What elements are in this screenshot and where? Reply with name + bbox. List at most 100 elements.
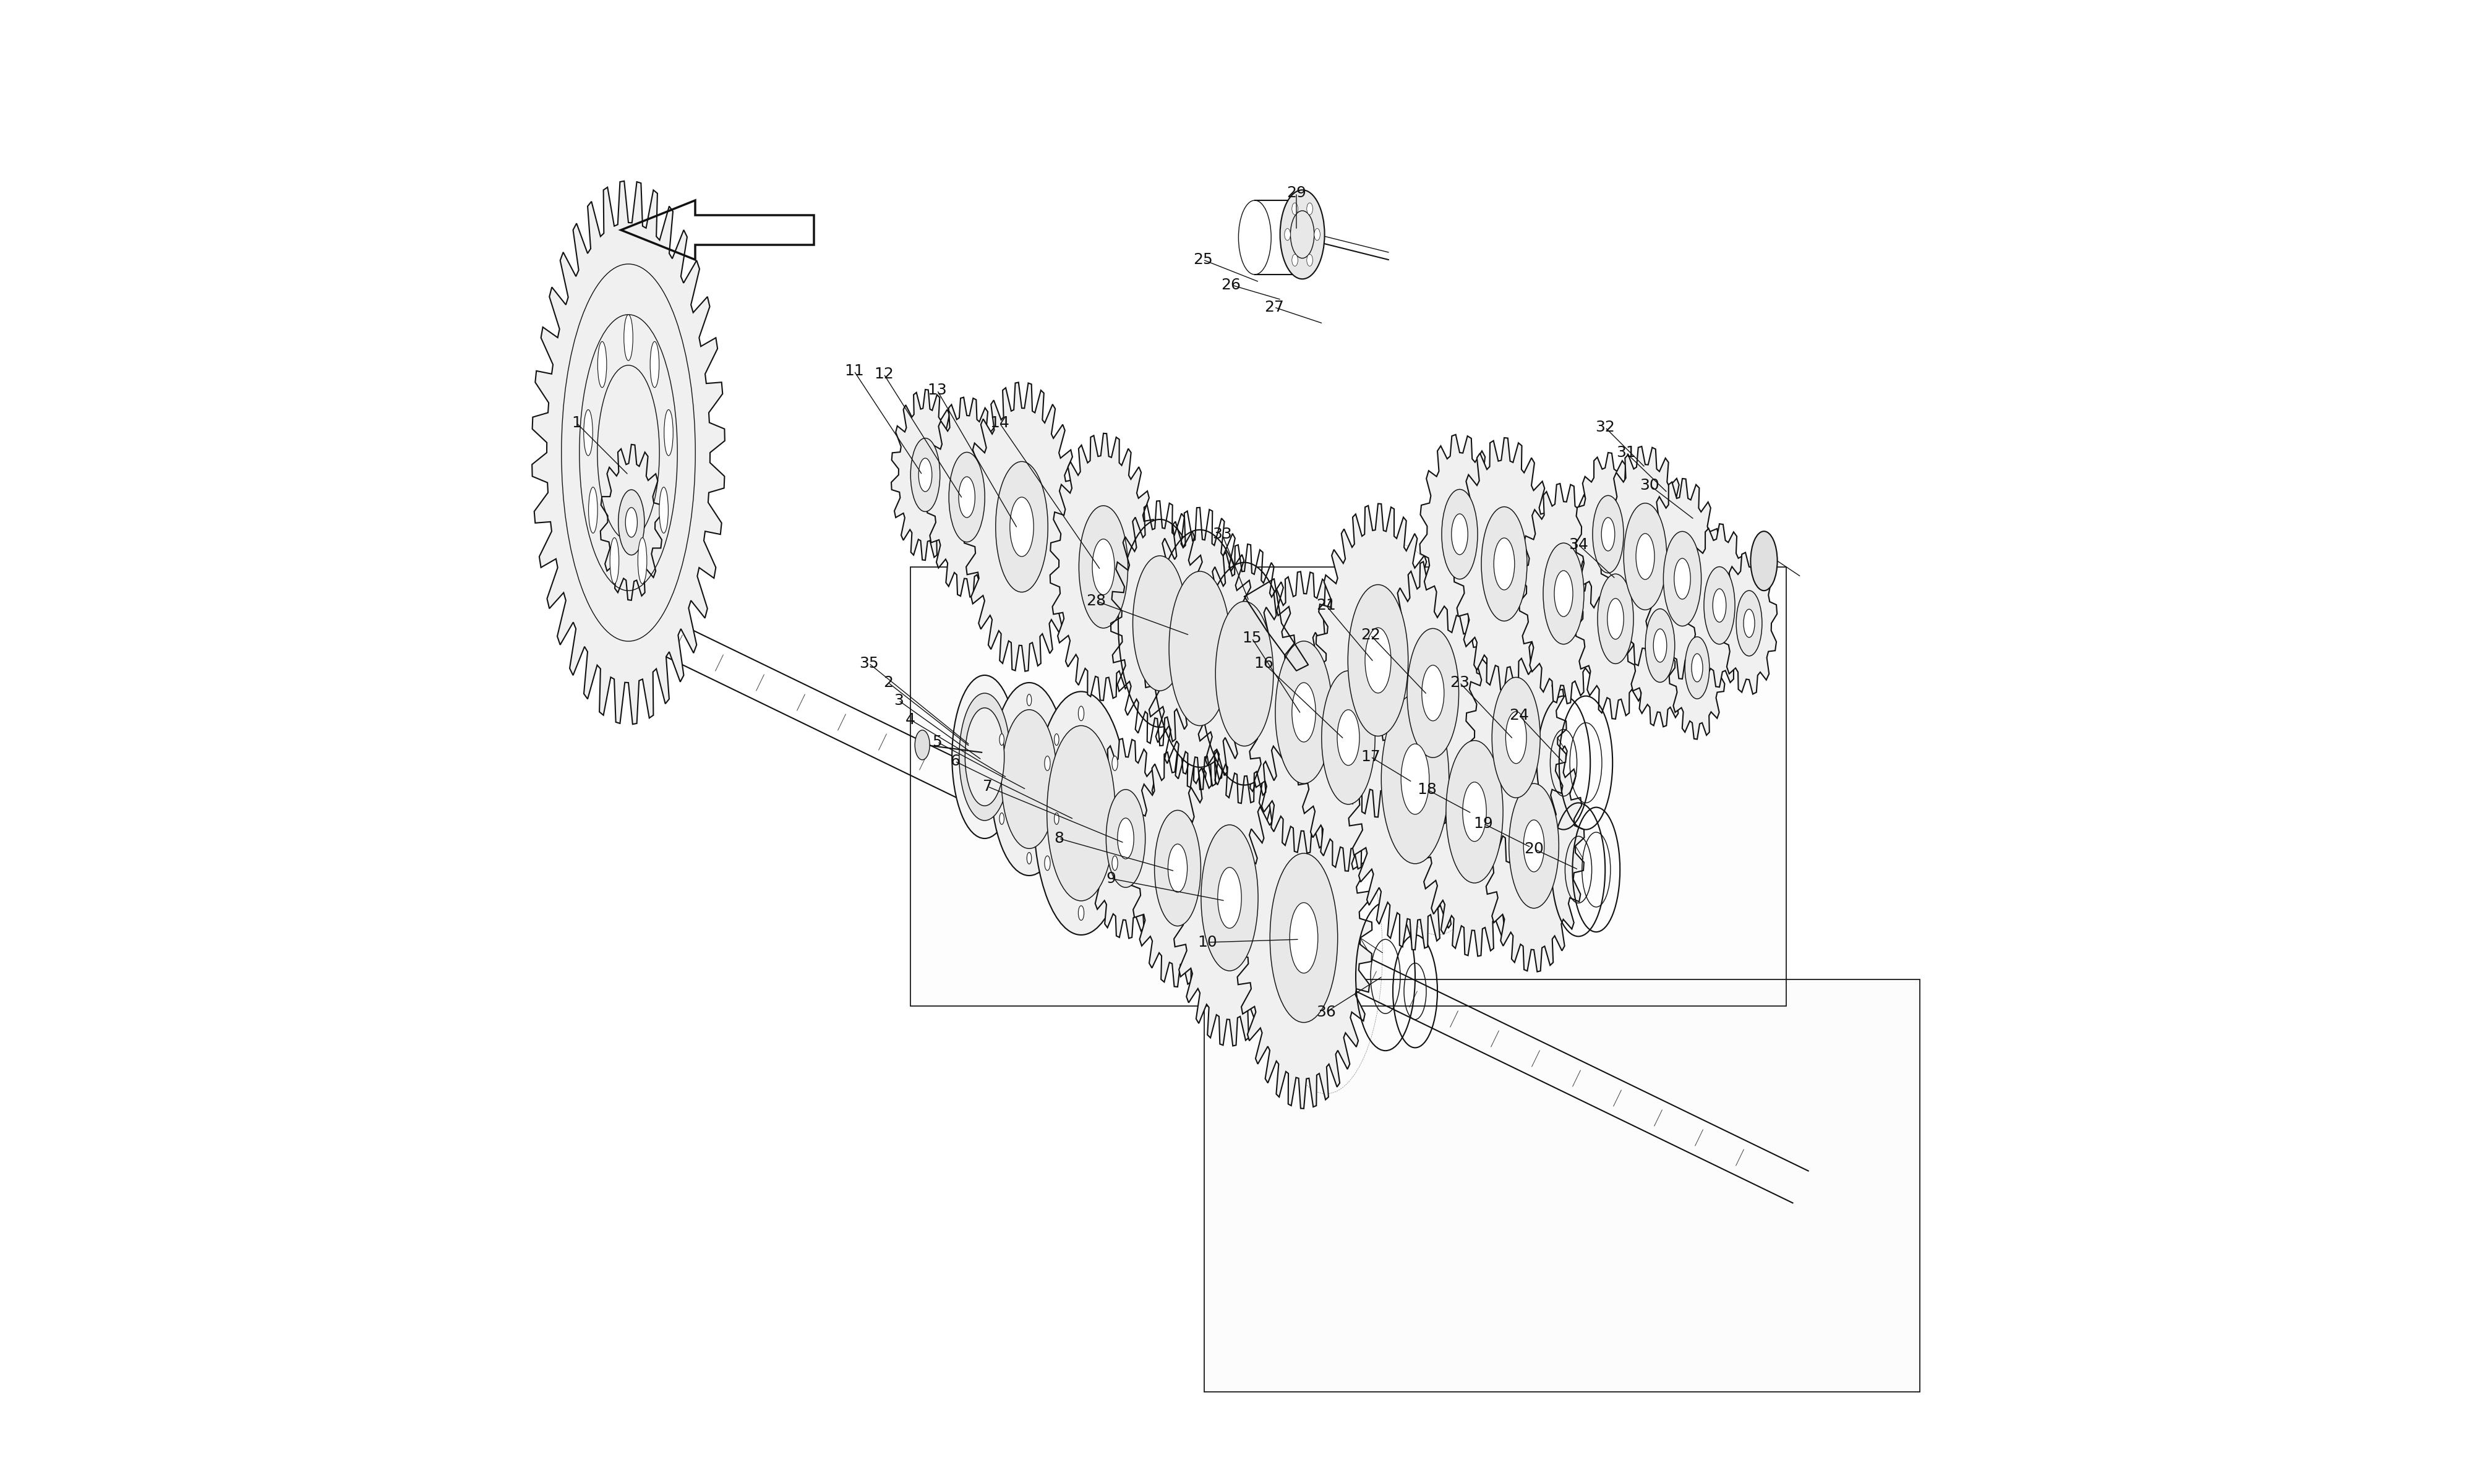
Ellipse shape [1492, 677, 1541, 798]
Text: 23: 23 [1450, 675, 1470, 690]
Text: 19: 19 [1475, 816, 1494, 831]
Ellipse shape [599, 341, 606, 387]
Text: 6: 6 [950, 754, 960, 769]
Polygon shape [1670, 597, 1724, 739]
Ellipse shape [999, 813, 1004, 825]
Text: 36: 36 [1316, 1005, 1336, 1020]
Ellipse shape [990, 683, 1069, 876]
Ellipse shape [1601, 518, 1616, 551]
Text: 1: 1 [571, 416, 581, 430]
Polygon shape [601, 445, 663, 600]
Ellipse shape [1111, 856, 1118, 871]
Ellipse shape [1336, 709, 1361, 766]
Polygon shape [1628, 564, 1692, 727]
Ellipse shape [1544, 543, 1583, 644]
Text: 11: 11 [844, 364, 863, 378]
Text: 17: 17 [1361, 749, 1380, 764]
Ellipse shape [618, 490, 643, 555]
Text: 8: 8 [1054, 831, 1064, 846]
Text: 18: 18 [1418, 782, 1437, 797]
Polygon shape [1519, 484, 1608, 703]
Ellipse shape [1027, 695, 1032, 706]
Ellipse shape [1094, 539, 1113, 595]
Ellipse shape [1291, 683, 1316, 742]
Ellipse shape [995, 462, 1049, 592]
Ellipse shape [1047, 726, 1116, 901]
Ellipse shape [1044, 856, 1051, 871]
Ellipse shape [1494, 537, 1514, 589]
Ellipse shape [915, 730, 930, 760]
Ellipse shape [1079, 506, 1128, 628]
Ellipse shape [1348, 585, 1408, 736]
Polygon shape [910, 567, 1786, 1006]
Ellipse shape [1044, 755, 1051, 770]
Polygon shape [1418, 668, 1531, 956]
Ellipse shape [1645, 608, 1675, 683]
Ellipse shape [1153, 530, 1247, 767]
Ellipse shape [1744, 608, 1754, 638]
Polygon shape [532, 181, 725, 724]
Ellipse shape [1215, 601, 1274, 746]
Text: 33: 33 [1212, 527, 1232, 542]
Ellipse shape [1111, 755, 1118, 770]
Ellipse shape [1279, 190, 1324, 279]
Polygon shape [1316, 503, 1440, 818]
Polygon shape [1576, 519, 1655, 720]
Ellipse shape [1054, 813, 1059, 825]
Ellipse shape [651, 341, 658, 387]
Ellipse shape [999, 733, 1004, 745]
Ellipse shape [1635, 533, 1655, 579]
Ellipse shape [1482, 506, 1526, 620]
Ellipse shape [1623, 503, 1667, 610]
Polygon shape [1455, 438, 1554, 690]
Text: 9: 9 [1106, 871, 1116, 886]
Ellipse shape [1692, 653, 1702, 681]
Ellipse shape [1284, 229, 1291, 240]
Polygon shape [1205, 979, 1920, 1392]
Text: 24: 24 [1509, 708, 1529, 723]
Text: 32: 32 [1596, 420, 1616, 435]
Ellipse shape [1452, 513, 1467, 555]
Text: 3: 3 [893, 693, 903, 708]
Text: 4: 4 [905, 712, 915, 727]
Ellipse shape [638, 537, 646, 583]
Polygon shape [1465, 611, 1566, 864]
Text: 22: 22 [1361, 628, 1380, 643]
Text: 29: 29 [1286, 186, 1306, 200]
Ellipse shape [950, 453, 985, 542]
Ellipse shape [1321, 671, 1376, 804]
Text: 28: 28 [1086, 594, 1106, 608]
Ellipse shape [1200, 825, 1259, 971]
Ellipse shape [1079, 706, 1084, 721]
Text: 31: 31 [1616, 445, 1635, 460]
Ellipse shape [1269, 853, 1338, 1022]
Ellipse shape [1291, 203, 1299, 215]
Text: 12: 12 [873, 367, 893, 381]
Ellipse shape [1027, 852, 1032, 864]
Polygon shape [1687, 524, 1752, 687]
Polygon shape [1420, 435, 1499, 634]
Ellipse shape [1524, 819, 1544, 871]
Polygon shape [1247, 571, 1361, 853]
Ellipse shape [1445, 741, 1504, 883]
Ellipse shape [1608, 598, 1623, 640]
Ellipse shape [1509, 784, 1559, 908]
Ellipse shape [1675, 558, 1690, 600]
Ellipse shape [1291, 254, 1299, 266]
Ellipse shape [1289, 902, 1319, 974]
Ellipse shape [1462, 782, 1487, 841]
Ellipse shape [1507, 711, 1526, 763]
Ellipse shape [910, 438, 940, 512]
Ellipse shape [1598, 574, 1633, 663]
Ellipse shape [1366, 628, 1390, 693]
Ellipse shape [918, 459, 933, 491]
Text: 5: 5 [933, 735, 943, 749]
Text: 25: 25 [1192, 252, 1212, 267]
Ellipse shape [1106, 789, 1145, 887]
Text: 26: 26 [1222, 278, 1242, 292]
Ellipse shape [663, 410, 673, 456]
Ellipse shape [1002, 709, 1056, 849]
Ellipse shape [1663, 531, 1702, 626]
Ellipse shape [1079, 905, 1084, 920]
Ellipse shape [1133, 555, 1188, 692]
